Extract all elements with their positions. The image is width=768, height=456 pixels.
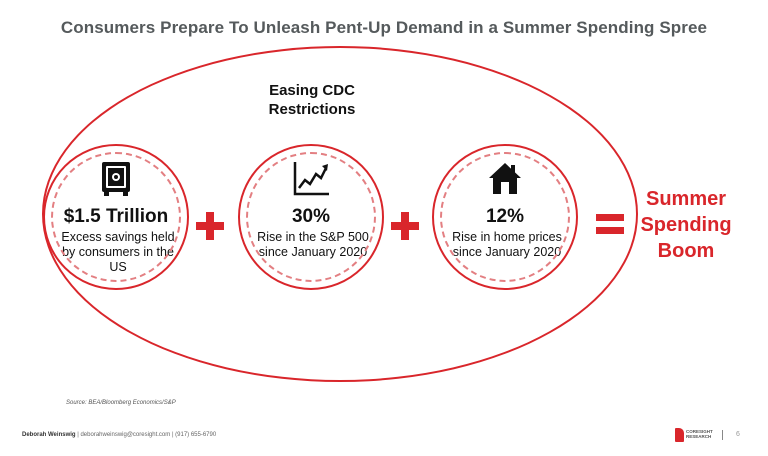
oval-label-line2: Restrictions bbox=[268, 101, 356, 118]
page-number: 6 bbox=[736, 431, 740, 438]
result-line1: Summer bbox=[645, 188, 727, 210]
home-prices-circle: 12% Rise in home prices since January 20… bbox=[432, 144, 578, 290]
home-prices-value: 12% bbox=[485, 206, 525, 227]
house-icon bbox=[487, 160, 523, 201]
sp500-description: Rise in the S&P 500 since January 2020 bbox=[257, 230, 369, 259]
logo-line2: RESEARCH bbox=[686, 434, 712, 439]
slide-title: Consumers Prepare To Unleash Pent-Up Dem… bbox=[60, 18, 708, 37]
result-line3: Boom bbox=[657, 240, 715, 262]
plus-icon bbox=[196, 212, 224, 240]
footer-contact: Deborah Weinswig | deborahweinswig@cores… bbox=[22, 432, 216, 438]
savings-value: $1.5 Trillion bbox=[63, 206, 169, 227]
result-text: Summer Spending Boom bbox=[628, 186, 744, 264]
footer-divider bbox=[722, 430, 723, 440]
logo-text: CORESIGHT RESEARCH bbox=[686, 429, 713, 439]
savings-circle: $1.5 Trillion Excess savings held by con… bbox=[43, 144, 189, 290]
plus-icon bbox=[391, 212, 419, 240]
logo-mark-icon bbox=[675, 428, 684, 442]
result-line2: Spending bbox=[640, 214, 732, 236]
equals-icon bbox=[596, 214, 624, 236]
sp500-circle: 30% Rise in the S&P 500 since January 20… bbox=[238, 144, 384, 290]
logo-line1: CORESIGHT bbox=[686, 429, 713, 434]
stock-chart-icon bbox=[291, 160, 331, 203]
oval-label-line1: Easing CDC bbox=[269, 82, 355, 99]
sp500-value: 30% bbox=[291, 206, 331, 227]
savings-description: Excess savings held by consumers in the … bbox=[61, 230, 175, 274]
author-contact: | deborahweinswig@coresight.com | (917) … bbox=[75, 432, 217, 438]
author-name: Deborah Weinswig bbox=[22, 432, 76, 438]
safe-icon bbox=[100, 160, 132, 203]
source-note: Source: BEA/Bloomberg Economics/S&P bbox=[66, 400, 176, 406]
oval-label: Easing CDC Restrictions bbox=[0, 81, 624, 119]
home-prices-description: Rise in home prices since January 2020 bbox=[452, 230, 562, 259]
